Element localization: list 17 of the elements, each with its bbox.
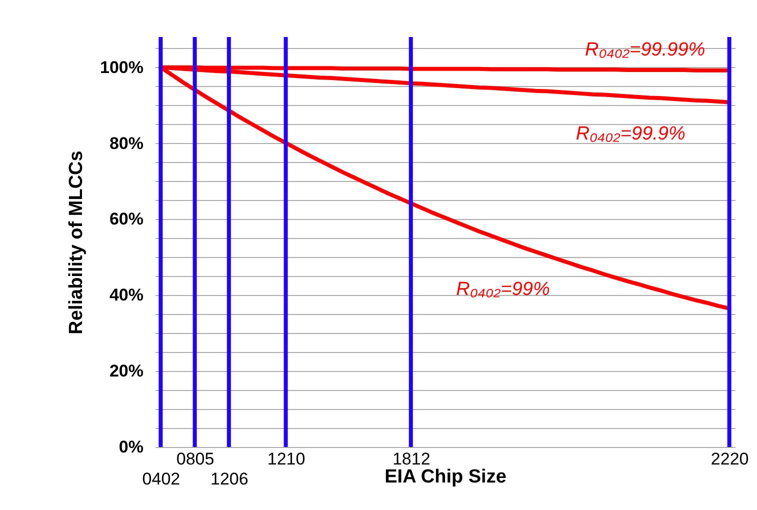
y-tick-label: 20% [109,362,144,381]
x-tick-label: 1210 [267,450,306,468]
x-tick-label: 1812 [392,450,430,468]
y-tick-label: 0% [118,438,144,456]
x-tick-label: 0805 [176,450,214,468]
y-tick-label: 40% [109,286,144,305]
x-tick-label: 1206 [210,470,248,488]
y-axis-title: Reliability of MLCCs [66,150,88,334]
y-tick-label: 60% [109,210,144,229]
series-label: R₀₄₀₂=99.99% [585,39,706,60]
y-tick-label: 100% [100,58,144,77]
y-tick-label: 80% [109,134,144,153]
x-tick-label: 0402 [142,470,180,488]
x-tick-label: 2220 [710,450,749,468]
series-label: R₀₄₀₂=99.9% [576,123,686,144]
x-axis-title: EIA Chip Size [384,466,506,488]
series-label: R₀₄₀₂=99% [456,279,550,300]
